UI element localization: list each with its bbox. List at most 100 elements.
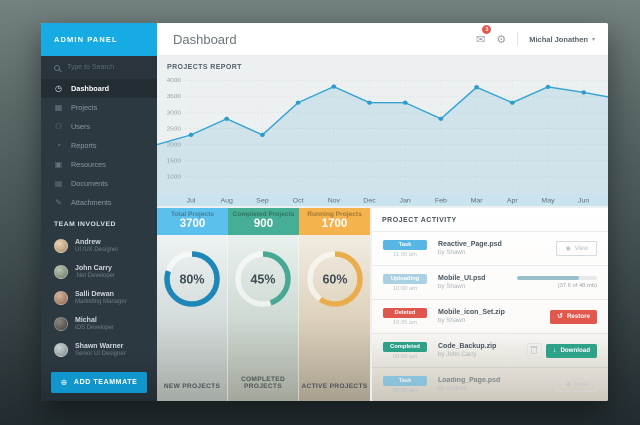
activity-actions: ◉ View: [556, 241, 600, 256]
projects-report-line-chart: 4000 3500 3000 2500 2000 1500 1000 Jul Aug Sep Oct…: [157, 78, 608, 206]
svg-text:4000: 4000: [167, 78, 182, 84]
sidebar-item-reports[interactable]: ◔ Reports: [41, 136, 157, 155]
view-button[interactable]: ◉ View: [556, 377, 597, 392]
file-name: Loading_Page.psd: [438, 377, 501, 384]
restore-button[interactable]: ↺ Restore: [550, 309, 597, 324]
team-member-info: Michal iOS Developer: [75, 316, 114, 332]
top-bar-main: Dashboard ✉ 3 ⚙ Michal Jonathen ▾: [157, 23, 608, 56]
svg-text:80%: 80%: [179, 273, 204, 287]
gear-icon: ⚙: [496, 33, 507, 46]
team-member-role: Senior UI Designer: [75, 350, 126, 357]
activity-actions: ◉ View: [556, 377, 600, 392]
svg-text:Mar: Mar: [471, 198, 484, 204]
sidebar-item-users[interactable]: ⚇ Users: [41, 117, 157, 136]
activity-row: Deleted 10:35 am Mobile_icon_Set.zip by Sha…: [372, 299, 608, 333]
activity-list: Task 11:00 am Reactive_Page.psd by Shawn ◉ Vi…: [372, 231, 608, 401]
activity-time: 10:00 am: [392, 285, 418, 292]
download-button-label: Download: [560, 347, 590, 354]
progress-fill: [517, 276, 580, 280]
file-author: by Shawn: [438, 249, 466, 256]
donut-chart: 80%: [164, 251, 220, 307]
eye-icon: ◉: [565, 246, 571, 252]
app-logo: ADMIN PANEL: [41, 23, 157, 56]
team-member-info: Andrew UI /UX Designer: [75, 238, 118, 254]
status-badge: Completed: [383, 341, 427, 352]
activity-actions: ↓ Download: [526, 343, 600, 358]
team-member-name: Michal: [75, 316, 97, 324]
activity-row: Completed 09:05 am Code_Backup.zip by John …: [372, 333, 608, 367]
file-name: Code_Backup.zip: [438, 343, 497, 350]
sidebar-item-dashboard[interactable]: ◷ Dashboard: [41, 79, 157, 98]
search-input[interactable]: [67, 64, 147, 71]
activity-status: Task 11:00 am: [380, 239, 430, 258]
activity-file: Loading_Page.psd by Andrew: [430, 377, 556, 392]
status-badge: Deleted: [383, 307, 427, 318]
file-author: by Shawn: [438, 283, 466, 290]
activity-time: 09:05 am: [392, 353, 418, 360]
svg-text:Jan: Jan: [400, 198, 412, 204]
status-badge: Task: [383, 239, 427, 250]
sidebar-item-documents[interactable]: ▤ Documents: [41, 174, 157, 193]
progress-text: (37.6 of 48 mb): [557, 283, 597, 289]
file-author: by Shawn: [438, 317, 466, 324]
svg-text:2000: 2000: [167, 143, 182, 149]
restore-icon: ↺: [557, 313, 563, 320]
project-activity-header: PROJECT ACTIVITY: [382, 217, 457, 224]
svg-text:Feb: Feb: [435, 198, 447, 204]
team-member-name: Salli Dewan: [75, 290, 114, 298]
view-button[interactable]: ◉ View: [556, 241, 597, 256]
donut-label: COMPLETED PROJECTS: [240, 376, 286, 390]
svg-text:Jul: Jul: [187, 198, 197, 204]
svg-text:1500: 1500: [167, 159, 182, 165]
progress-bar: [517, 276, 597, 280]
svg-text:1000: 1000: [167, 175, 182, 181]
add-teammate-button[interactable]: ⊕ ADD TEAMMATE: [51, 372, 147, 393]
page-title: Dashboard: [173, 31, 237, 47]
team-member-name: Shawn Warner: [75, 342, 124, 350]
donut-label: ACTIVE PROJECTS: [301, 383, 368, 390]
activity-actions: (37.6 of 48 mb): [517, 276, 600, 289]
stat-card-value: 1700: [321, 218, 348, 231]
download-button[interactable]: ↓ Download: [545, 343, 597, 358]
settings-button[interactable]: ⚙: [496, 33, 506, 46]
delete-button[interactable]: [526, 343, 542, 358]
sidebar-item-label: Attachments: [71, 198, 112, 207]
team-member[interactable]: Shawn Warner Senior UI Designer: [41, 337, 157, 363]
svg-text:Aug: Aug: [220, 198, 233, 204]
user-menu[interactable]: Michal Jonathen ▾: [529, 35, 595, 44]
team-member[interactable]: Andrew UI /UX Designer: [41, 233, 157, 259]
team-list: Andrew UI /UX Designer John Carry .Net Deve…: [41, 233, 157, 363]
svg-text:45%: 45%: [250, 273, 275, 287]
team-member[interactable]: Michal iOS Developer: [41, 311, 157, 337]
activity-status: Completed 09:05 am: [380, 341, 430, 360]
sidebar-item-projects[interactable]: ▦ Projects: [41, 98, 157, 117]
mail-icon: ✉: [476, 34, 486, 46]
main-content: PROJECTS REPORT 4000 3500 3000 2500 2000 1500…: [157, 56, 608, 401]
sidebar-item-label: Dashboard: [71, 84, 110, 93]
messages-button[interactable]: ✉ 3: [476, 25, 492, 48]
team-member[interactable]: John Carry .Net Developer: [41, 259, 157, 285]
top-bar: ADMIN PANEL Dashboard ✉ 3 ⚙ Michal Jonat…: [41, 23, 608, 56]
attachments-icon: ✎: [55, 198, 62, 207]
stat-card-body: 80% NEW PROJECTS: [157, 235, 228, 401]
sidebar-nav: ◷ Dashboard ▦ Projects ⚇ Users ◔ Reports ▣ Resour…: [41, 79, 157, 212]
stat-card-title: Completed Projects: [232, 211, 295, 219]
restore-button-label: Restore: [566, 313, 590, 320]
sidebar-item-attachments[interactable]: ✎ Attachments: [41, 193, 157, 212]
team-involved-header: TEAM INVOLVED: [54, 221, 116, 228]
sidebar-item-resources[interactable]: ▣ Resources: [41, 155, 157, 174]
user-name: Michal Jonathen: [529, 34, 588, 44]
team-member[interactable]: Salli Dewan Marketing Manager: [41, 285, 157, 311]
file-name: Mobile_UI.psd: [438, 275, 486, 282]
avatar: [54, 317, 68, 331]
stat-card-header: Completed Projects 900: [228, 208, 299, 235]
file-name: Reactive_Page.psd: [438, 241, 502, 248]
activity-status: Task 08:35 am: [380, 375, 430, 394]
file-author: by Andrew: [438, 385, 467, 392]
donut-chart: 45%: [235, 251, 291, 307]
activity-row: Task 08:35 am Loading_Page.psd by Andrew ◉ Vi…: [372, 367, 608, 401]
team-member-info: John Carry .Net Developer: [75, 264, 115, 280]
stat-card-header: Total Projects 3700: [157, 208, 228, 235]
activity-status: Deleted 10:35 am: [380, 307, 430, 326]
project-activity-panel: PROJECT ACTIVITY Task 11:00 am Reactive_Pa…: [372, 208, 608, 401]
